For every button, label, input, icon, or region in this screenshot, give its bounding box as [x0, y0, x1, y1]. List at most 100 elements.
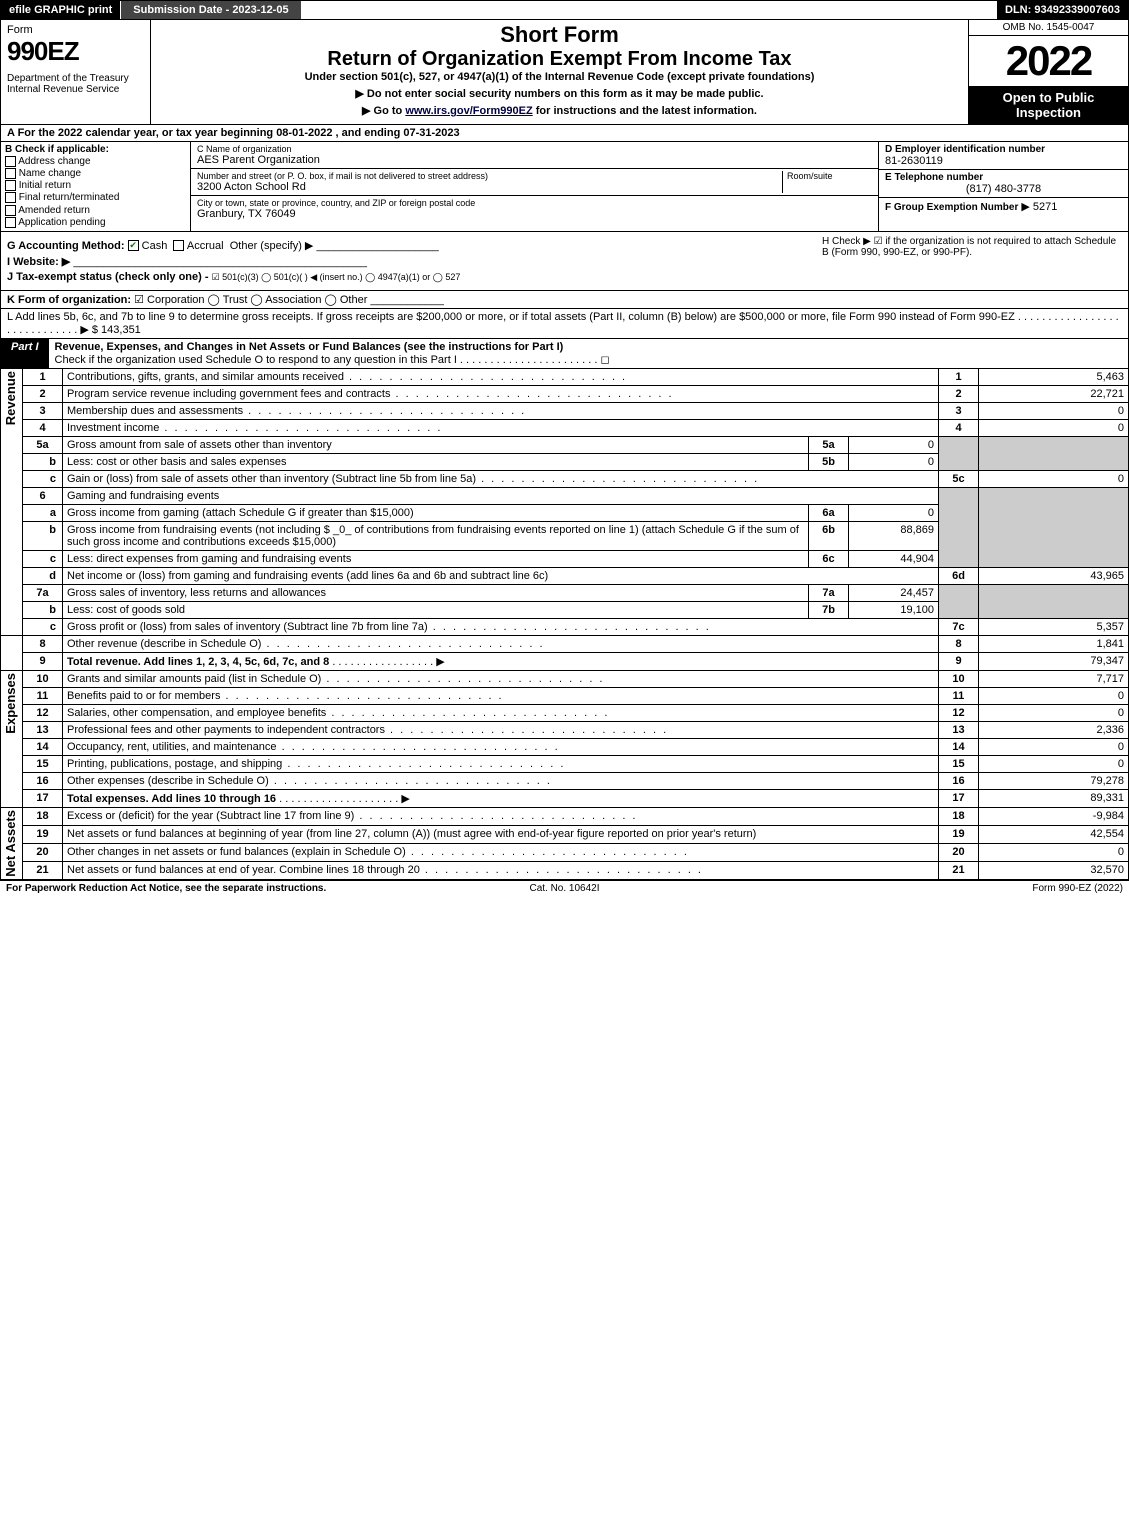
header-right: OMB No. 1545-0047 2022 Open to Public In… — [968, 20, 1128, 124]
cb-initial-return[interactable]: Initial return — [5, 180, 186, 191]
amt-19: 42,554 — [979, 825, 1129, 843]
j-label: J Tax-exempt status (check only one) - — [7, 271, 212, 283]
nc-13: 13 — [939, 721, 979, 738]
nc-15: 15 — [939, 755, 979, 772]
nc-20: 20 — [939, 843, 979, 861]
d-6d: Net income or (loss) from gaming and fun… — [63, 567, 939, 584]
g-accrual: Accrual — [187, 240, 224, 252]
top-bar: efile GRAPHIC print Submission Date - 20… — [0, 0, 1129, 20]
cb-address-change-label: Address change — [18, 156, 90, 167]
amt-15: 0 — [979, 755, 1129, 772]
d-12: Salaries, other compensation, and employ… — [63, 704, 939, 721]
ln-2: 2 — [23, 385, 63, 402]
ln-10: 10 — [23, 670, 63, 687]
nc-2: 2 — [939, 385, 979, 402]
tax-year: 2022 — [969, 36, 1128, 86]
amt-5c: 0 — [979, 470, 1129, 487]
phone-label: E Telephone number — [885, 172, 1122, 183]
ln-8: 8 — [23, 635, 63, 652]
d-9: Total revenue. Add lines 1, 2, 3, 4, 5c,… — [63, 652, 939, 670]
ln-18: 18 — [23, 807, 63, 825]
part1-check: Check if the organization used Schedule … — [55, 354, 610, 366]
grey-7-amt — [979, 584, 1129, 618]
g-label: G Accounting Method: — [7, 240, 125, 252]
d-2: Program service revenue including govern… — [63, 385, 939, 402]
m-5a: 0 — [849, 436, 939, 453]
form-label: Form — [7, 24, 144, 36]
cb-accrual[interactable] — [173, 240, 184, 251]
nc-21: 21 — [939, 861, 979, 879]
phone-value: (817) 480-3778 — [885, 183, 1122, 195]
row-a: A For the 2022 calendar year, or tax yea… — [0, 125, 1129, 142]
department: Department of the Treasury Internal Reve… — [7, 73, 144, 95]
ln-4: 4 — [23, 419, 63, 436]
d-5a: Gross amount from sale of assets other t… — [63, 436, 809, 453]
mn-5a: 5a — [809, 436, 849, 453]
cb-address-change[interactable]: Address change — [5, 156, 186, 167]
grey-6-amt — [979, 487, 1129, 567]
org-name-row: C Name of organization AES Parent Organi… — [191, 142, 878, 169]
i-label: I Website: ▶ — [7, 256, 70, 268]
part1-table: Revenue 1 Contributions, gifts, grants, … — [0, 369, 1129, 880]
omb-number: OMB No. 1545-0047 — [969, 20, 1128, 36]
nc-6d: 6d — [939, 567, 979, 584]
d-20: Other changes in net assets or fund bala… — [63, 843, 939, 861]
group-exemption-value: ▶ 5271 — [1021, 201, 1057, 213]
amt-16: 79,278 — [979, 772, 1129, 789]
cb-amended-return[interactable]: Amended return — [5, 205, 186, 216]
ln-7b: b — [23, 601, 63, 618]
amt-3: 0 — [979, 402, 1129, 419]
submission-date: Submission Date - 2023-12-05 — [121, 1, 300, 19]
ein-row: D Employer identification number 81-2630… — [879, 142, 1128, 170]
m-6c: 44,904 — [849, 550, 939, 567]
org-name-value: AES Parent Organization — [197, 154, 872, 166]
note2-post: for instructions and the latest informat… — [533, 105, 757, 117]
efile-print-button[interactable]: efile GRAPHIC print — [1, 1, 121, 19]
ln-16: 16 — [23, 772, 63, 789]
cb-name-change-label: Name change — [19, 168, 81, 179]
d-1: Contributions, gifts, grants, and simila… — [63, 369, 939, 386]
nc-3: 3 — [939, 402, 979, 419]
irs-link-note: ▶ Go to www.irs.gov/Form990EZ for instru… — [157, 104, 962, 117]
org-name-label: C Name of organization — [197, 144, 872, 154]
ln-9: 9 — [23, 652, 63, 670]
ln-7c: c — [23, 618, 63, 635]
d-11: Benefits paid to or for members — [63, 687, 939, 704]
nc-1: 1 — [939, 369, 979, 386]
b-label: B Check if applicable: — [5, 144, 186, 155]
section-g-h-i-j: G Accounting Method: Cash Accrual Other … — [0, 232, 1129, 291]
d-5c: Gain or (loss) from sale of assets other… — [63, 470, 939, 487]
section-c: C Name of organization AES Parent Organi… — [191, 142, 878, 231]
d-13: Professional fees and other payments to … — [63, 721, 939, 738]
m-6a: 0 — [849, 504, 939, 521]
cb-final-return-label: Final return/terminated — [19, 193, 120, 204]
amt-7c: 5,357 — [979, 618, 1129, 635]
ein-value: 81-2630119 — [885, 155, 1122, 167]
dln-label: DLN: 93492339007603 — [997, 1, 1128, 19]
cb-application-pending[interactable]: Application pending — [5, 217, 186, 228]
street-label: Number and street (or P. O. box, if mail… — [197, 171, 782, 181]
street-value: 3200 Acton School Rd — [197, 181, 782, 193]
form-header: Form 990EZ Department of the Treasury In… — [0, 20, 1129, 125]
ln-20: 20 — [23, 843, 63, 861]
d-19: Net assets or fund balances at beginning… — [63, 825, 939, 843]
cb-application-pending-label: Application pending — [18, 217, 105, 228]
irs-link[interactable]: www.irs.gov/Form990EZ — [405, 105, 532, 117]
form-number: 990EZ — [7, 36, 144, 67]
d-4: Investment income — [63, 419, 939, 436]
form-subtitle: Under section 501(c), 527, or 4947(a)(1)… — [157, 71, 962, 83]
amt-8: 1,841 — [979, 635, 1129, 652]
mn-6b: 6b — [809, 521, 849, 550]
netassets-side-label: Net Assets — [1, 807, 23, 879]
cb-name-change[interactable]: Name change — [5, 168, 186, 179]
m-7a: 24,457 — [849, 584, 939, 601]
ln-5a: 5a — [23, 436, 63, 453]
spacer — [301, 1, 997, 19]
cb-cash[interactable] — [128, 240, 139, 251]
header-left: Form 990EZ Department of the Treasury In… — [1, 20, 151, 124]
page-footer: For Paperwork Reduction Act Notice, see … — [0, 880, 1129, 896]
d-14: Occupancy, rent, utilities, and maintena… — [63, 738, 939, 755]
street-row: Number and street (or P. O. box, if mail… — [191, 169, 878, 196]
amt-14: 0 — [979, 738, 1129, 755]
cb-final-return[interactable]: Final return/terminated — [5, 192, 186, 203]
